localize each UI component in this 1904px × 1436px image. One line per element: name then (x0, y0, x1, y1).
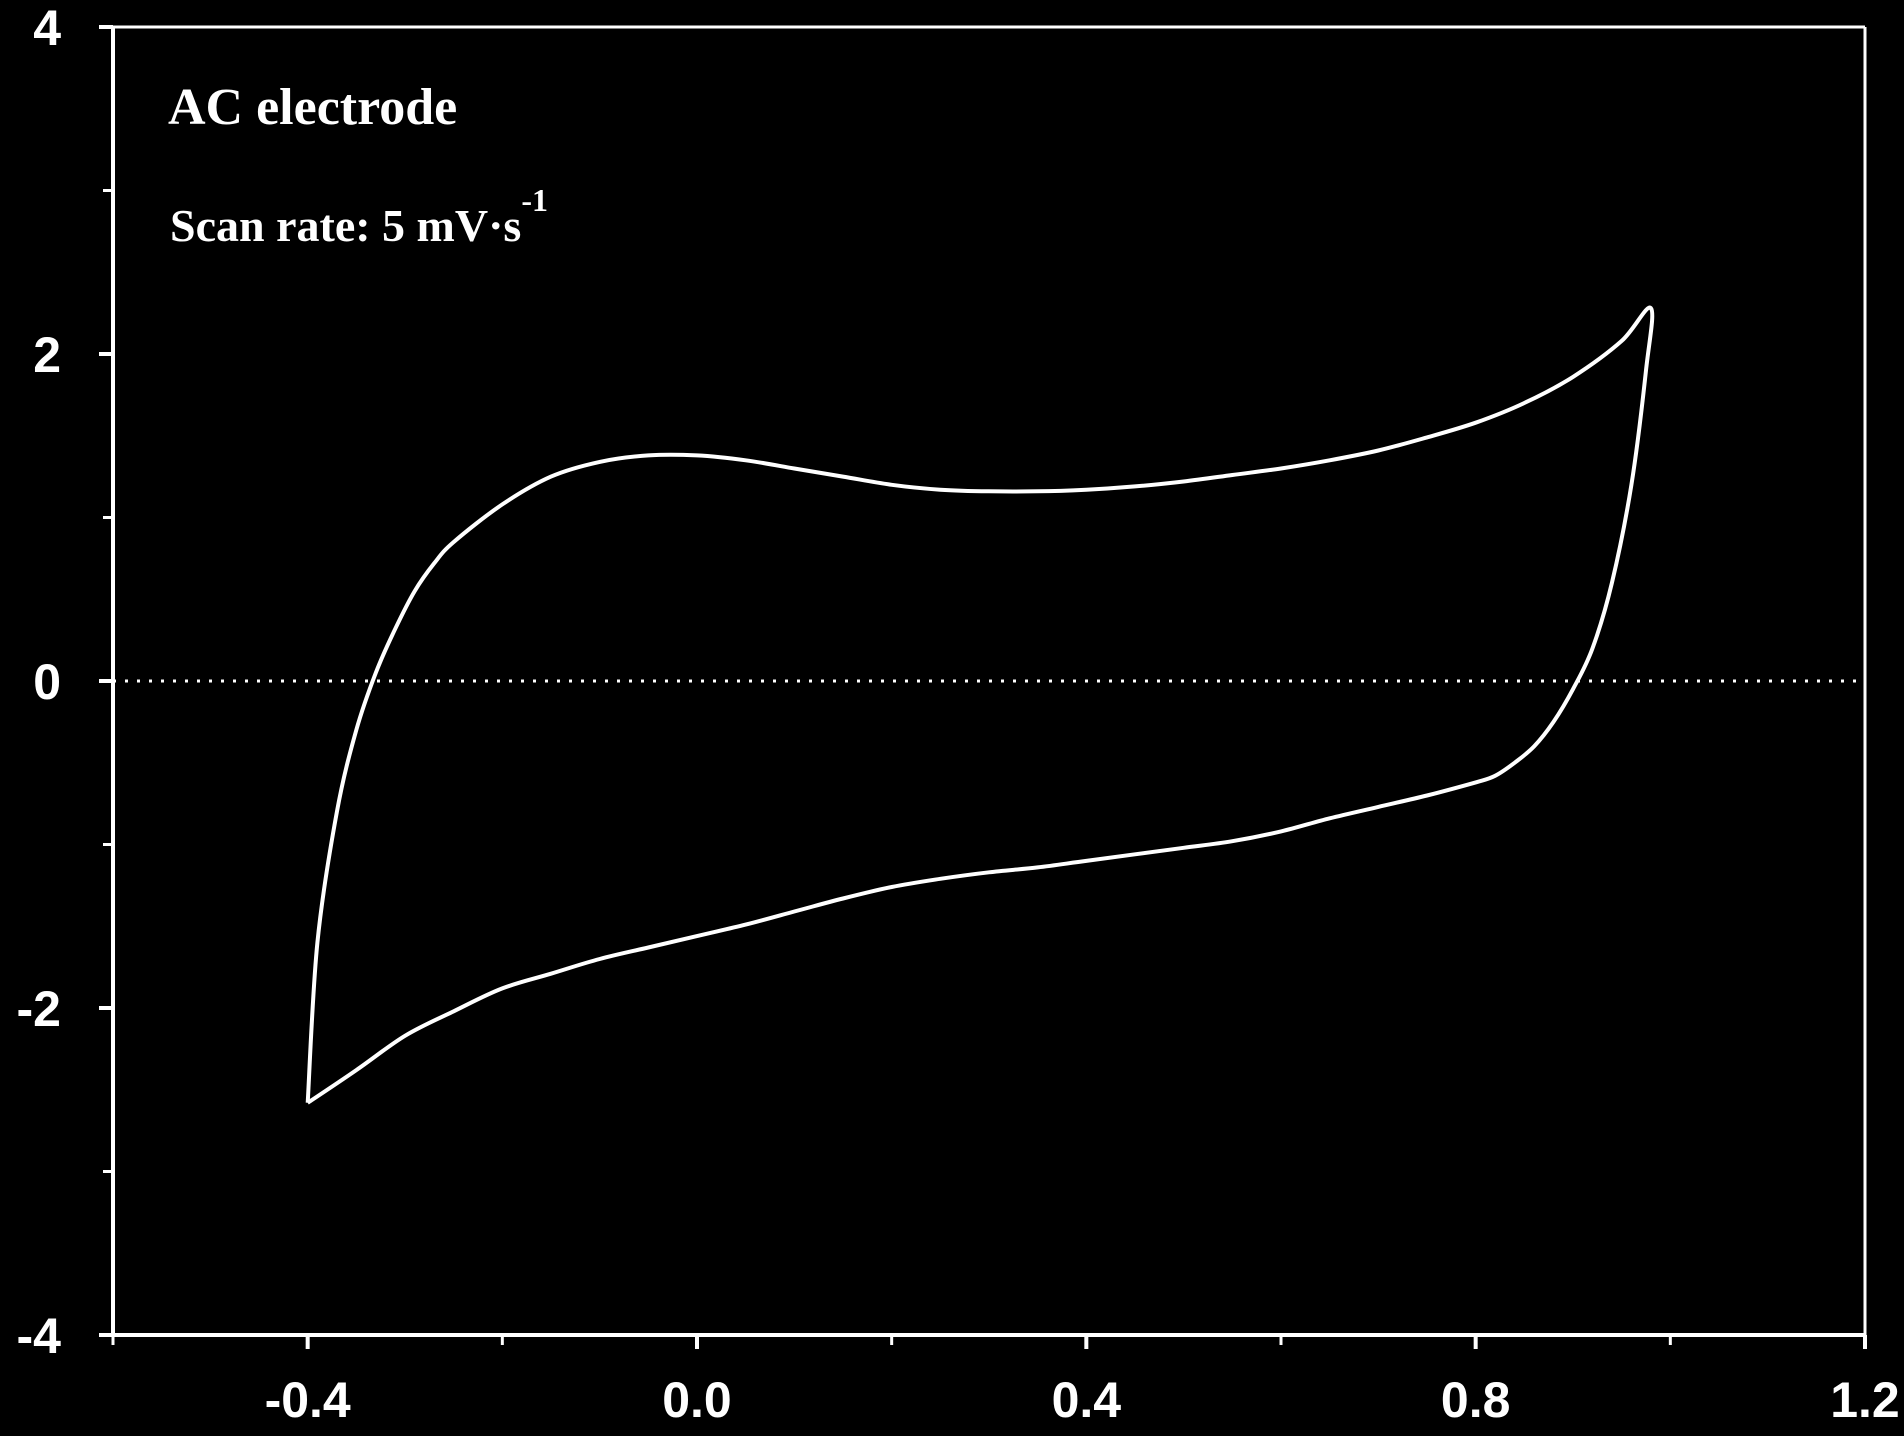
x-tick-label: 0.4 (1052, 1372, 1122, 1428)
y-tick-label: 0 (33, 654, 61, 710)
x-tick-label: -0.4 (265, 1372, 351, 1428)
cv-curve (305, 305, 1655, 1105)
scan-rate-label: Scan rate: 5 mV·s-1 (170, 182, 548, 251)
x-tick-label: 0.8 (1441, 1372, 1511, 1428)
scan-rate-superscript: -1 (521, 182, 548, 218)
scan-rate-text: Scan rate: 5 mV·s (170, 200, 521, 251)
electrode-label: AC electrode (168, 79, 457, 136)
y-tick-label: -2 (17, 981, 61, 1037)
y-tick-label: 4 (33, 0, 61, 56)
y-tick-label: -4 (17, 1308, 62, 1364)
x-tick-label: 1.2 (1830, 1372, 1900, 1428)
x-tick-label: 0.0 (662, 1372, 732, 1428)
y-tick-label: 2 (33, 327, 61, 383)
